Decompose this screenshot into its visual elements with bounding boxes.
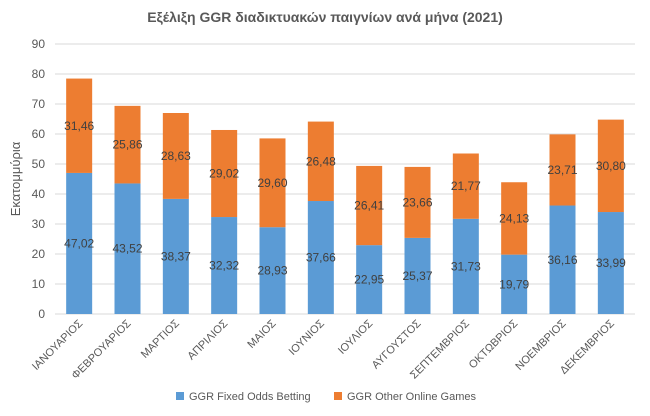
data-label: 24,13 bbox=[499, 211, 529, 225]
data-label: 37,66 bbox=[306, 251, 336, 265]
bars bbox=[66, 78, 624, 314]
data-label: 33,99 bbox=[596, 256, 626, 270]
bar-segment bbox=[501, 254, 528, 314]
bar-segment bbox=[211, 217, 238, 314]
bar-segment bbox=[162, 198, 189, 314]
bar-segment bbox=[452, 218, 479, 314]
data-label: 43,52 bbox=[112, 242, 142, 256]
bar-segment bbox=[549, 134, 576, 206]
data-label: 47,02 bbox=[64, 236, 94, 250]
y-tick-label: 20 bbox=[32, 247, 46, 261]
y-tick-label: 0 bbox=[38, 307, 45, 321]
x-category-label: ΜΑΙΟΣ bbox=[245, 318, 278, 351]
bar-segment bbox=[114, 105, 141, 184]
x-category-label: ΟΚΤΩΒΡΙΟΣ bbox=[467, 318, 521, 372]
data-label: 30,80 bbox=[596, 159, 626, 173]
bar-segment bbox=[356, 165, 383, 246]
data-label: 29,02 bbox=[209, 167, 239, 181]
chart-title: Εξέλιξη GGR διαδικτυακών παιγνίων ανά μή… bbox=[147, 9, 503, 25]
data-label: 28,93 bbox=[257, 264, 287, 278]
bar-segment bbox=[162, 113, 189, 199]
data-label: 31,46 bbox=[64, 119, 94, 133]
legend-swatch bbox=[176, 392, 184, 400]
legend-label: GGR Fixed Odds Betting bbox=[189, 391, 311, 403]
y-tick-label: 80 bbox=[32, 67, 46, 81]
bar-segment bbox=[259, 138, 286, 228]
bar-segment bbox=[307, 121, 334, 202]
y-axis-ticks: 0 10 20 30 40 50 60 70 80 90 bbox=[32, 37, 46, 321]
legend-label: GGR Other Online Games bbox=[347, 391, 476, 403]
data-label: 26,41 bbox=[354, 199, 384, 213]
x-category-label: ΑΠΡΙΛΙΟΣ bbox=[185, 317, 230, 362]
bar-segment bbox=[66, 78, 93, 173]
data-label: 23,71 bbox=[547, 163, 577, 177]
x-category-label: ΑΥΓΟΥΣΤΟΣ bbox=[370, 318, 424, 372]
bar-segment bbox=[404, 237, 431, 314]
data-label: 21,77 bbox=[451, 179, 481, 193]
bar-segment bbox=[452, 153, 479, 219]
data-label: 25,37 bbox=[402, 269, 432, 283]
legend-swatch bbox=[334, 392, 342, 400]
bar-segment bbox=[597, 119, 624, 213]
bar-segment bbox=[597, 212, 624, 314]
bar-segment bbox=[501, 182, 528, 255]
data-label: 25,86 bbox=[112, 138, 142, 152]
bar-segment bbox=[66, 172, 93, 314]
data-label: 36,16 bbox=[547, 253, 577, 267]
bar-segment bbox=[259, 227, 286, 314]
legend: GGR Fixed Odds Betting GGR Other Online G… bbox=[176, 391, 476, 403]
x-category-label: ΙΟΥΛΙΟΣ bbox=[336, 318, 375, 357]
y-tick-label: 10 bbox=[32, 277, 46, 291]
bar-segment bbox=[211, 129, 238, 218]
bar-segment bbox=[549, 205, 576, 314]
bar-segment bbox=[114, 183, 141, 314]
x-category-label: ΜΑΡΤΙΟΣ bbox=[139, 317, 182, 360]
y-tick-label: 50 bbox=[32, 157, 46, 171]
data-label: 23,66 bbox=[402, 195, 432, 209]
bar-segment bbox=[404, 166, 431, 238]
data-label: 29,60 bbox=[257, 176, 287, 190]
x-category-label: ΙΟΥΝΙΟΣ bbox=[287, 317, 327, 357]
bar-segment bbox=[356, 245, 383, 314]
data-labels: 47,02 31,46 43,52 25,86 38,37 28,63 32,32 29,02… bbox=[64, 119, 626, 292]
y-tick-label: 30 bbox=[32, 217, 46, 231]
data-label: 31,73 bbox=[451, 259, 481, 273]
grid-layer bbox=[55, 43, 635, 315]
data-label: 32,32 bbox=[209, 259, 239, 273]
data-label: 38,37 bbox=[161, 249, 191, 263]
y-tick-label: 40 bbox=[32, 187, 46, 201]
y-tick-label: 70 bbox=[32, 97, 46, 111]
data-label: 26,48 bbox=[306, 154, 336, 168]
y-tick-label: 90 bbox=[32, 37, 46, 51]
y-tick-label: 60 bbox=[32, 127, 46, 141]
data-label: 19,79 bbox=[499, 277, 529, 291]
bar-segment bbox=[307, 201, 334, 314]
data-label: 22,95 bbox=[354, 273, 384, 287]
y-axis-label: Εκατομμύρια bbox=[8, 141, 23, 216]
data-label: 28,63 bbox=[161, 149, 191, 163]
